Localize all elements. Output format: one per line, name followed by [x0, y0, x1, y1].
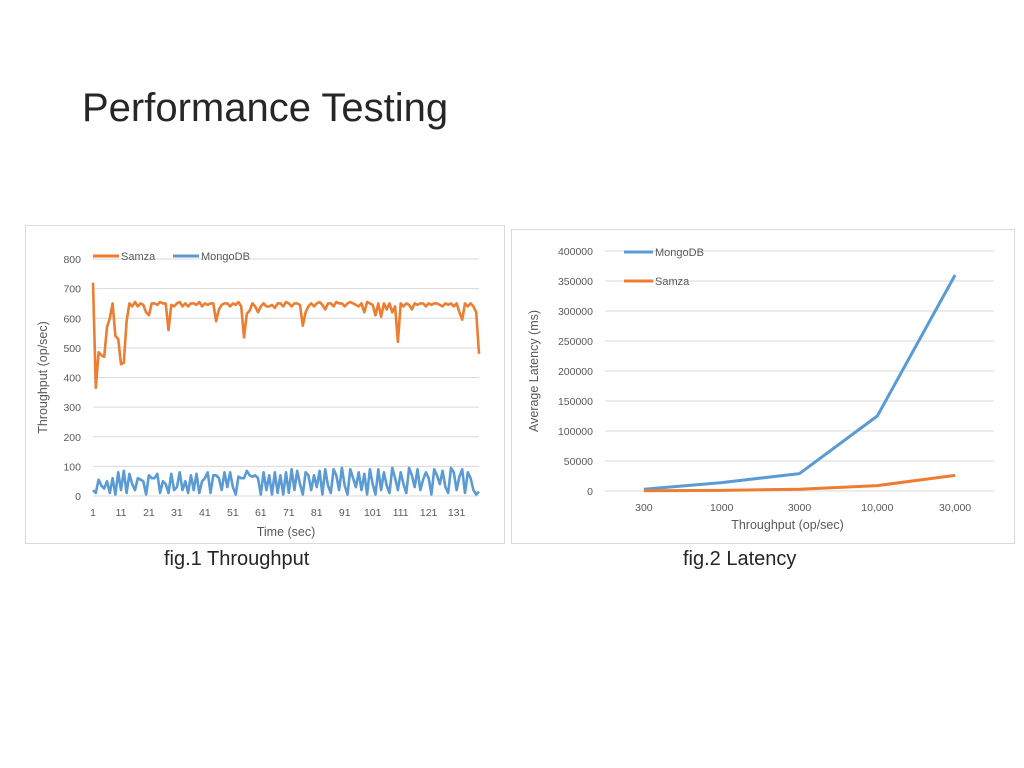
x-tick-label: 81 — [311, 507, 323, 519]
x-tick-label: 91 — [339, 507, 351, 519]
x-tick-label: 51 — [227, 507, 239, 519]
x-tick-label: 300 — [635, 502, 653, 514]
y-tick-label: 350000 — [558, 276, 593, 288]
throughput-caption: fig.1 Throughput — [164, 548, 310, 570]
x-tick-label: 71 — [283, 507, 295, 519]
x-tick-label: 21 — [143, 507, 155, 519]
legend-label-samza: Samza — [655, 276, 690, 288]
series-line-samza — [643, 473, 956, 493]
x-axis-label: Time (sec) — [257, 525, 316, 539]
y-tick-label: 400 — [63, 373, 81, 385]
latency-chart-svg: 0 50000 100000 150000 200000 250000 300000 3500… — [527, 246, 994, 532]
series-line-mongodb — [92, 466, 480, 496]
x-tick-label: 31 — [171, 507, 183, 519]
y-tick-label: 300000 — [558, 306, 593, 318]
x-tick-label: 1 — [90, 507, 96, 519]
series-line-mongodb — [643, 274, 957, 491]
x-tick-label: 41 — [199, 507, 211, 519]
x-tick-label: 30,000 — [939, 502, 971, 514]
x-tick-label: 1000 — [710, 502, 734, 514]
y-tick-label: 150000 — [558, 396, 593, 408]
x-tick-label: 10,000 — [861, 502, 893, 514]
y-tick-label: 700 — [63, 284, 81, 296]
x-tick-label: 11 — [116, 507, 127, 519]
y-tick-label: 100 — [63, 461, 81, 473]
x-tick-label: 101 — [364, 507, 382, 519]
y-tick-label: 50000 — [564, 456, 593, 468]
y-tick-label: 400000 — [558, 246, 593, 258]
y-tick-label: 600 — [63, 313, 81, 325]
y-tick-label: 0 — [75, 491, 81, 503]
x-tick-label: 61 — [255, 507, 267, 519]
y-axis-label: Average Latency (ms) — [527, 310, 541, 432]
x-tick-label: 111 — [393, 507, 409, 519]
y-tick-label: 250000 — [558, 336, 593, 348]
throughput-chart: 0 100 200 300 400 500 600 700 800 1 11 21 31 41 51 61 71… — [25, 225, 505, 544]
y-tick-label: 200000 — [558, 366, 593, 378]
y-axis-label: Throughput (op/sec) — [36, 321, 50, 434]
y-tick-label: 100000 — [558, 426, 593, 438]
latency-chart: 0 50000 100000 150000 200000 250000 300000 3500… — [511, 229, 1015, 544]
latency-caption: fig.2 Latency — [683, 548, 797, 570]
y-tick-label: 200 — [63, 432, 81, 444]
x-tick-label: 121 — [420, 507, 438, 519]
x-tick-label: 131 — [448, 507, 466, 519]
y-tick-label: 0 — [587, 486, 593, 498]
legend-label-mongodb: MongoDB — [655, 247, 704, 259]
slide-title: Performance Testing — [82, 86, 449, 130]
y-tick-label: 300 — [63, 402, 81, 414]
y-tick-label: 500 — [63, 343, 81, 355]
series-line-samza — [91, 282, 481, 390]
x-tick-label: 3000 — [788, 502, 812, 514]
legend-label-mongodb: MongoDB — [201, 251, 250, 263]
y-tick-label: 800 — [63, 254, 81, 266]
x-axis-label: Throughput (op/sec) — [731, 518, 844, 532]
legend-label-samza: Samza — [121, 251, 156, 263]
